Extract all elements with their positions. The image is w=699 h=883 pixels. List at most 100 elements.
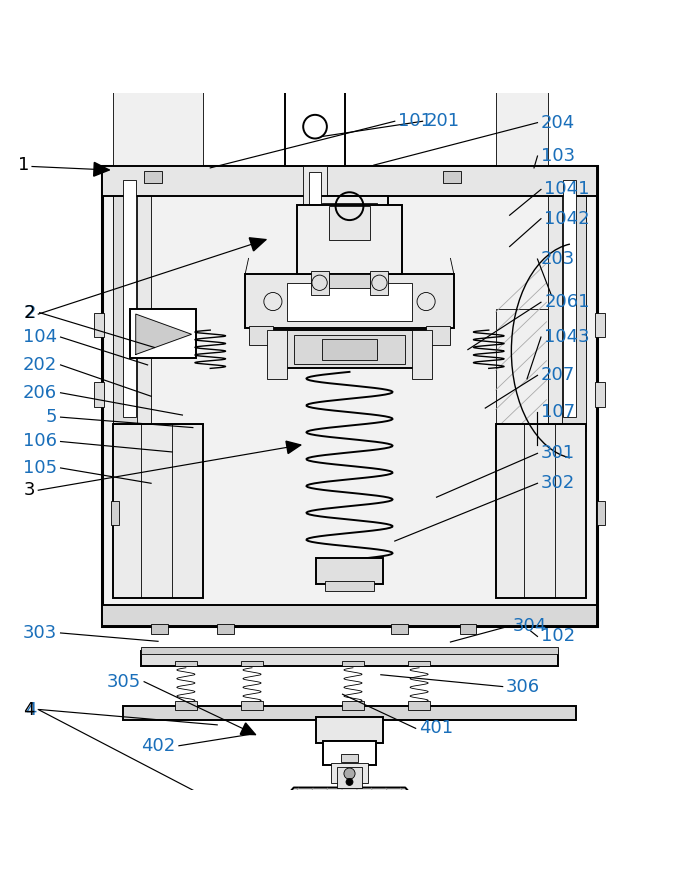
Text: 2061: 2061 <box>545 293 590 311</box>
Bar <box>175 660 197 667</box>
Bar <box>311 196 388 275</box>
Bar <box>113 424 203 598</box>
Bar <box>102 167 597 626</box>
Bar <box>94 382 103 407</box>
Text: 107: 107 <box>541 403 575 420</box>
Bar <box>548 167 586 431</box>
Bar <box>287 283 412 321</box>
Circle shape <box>346 779 353 786</box>
Bar <box>151 624 168 634</box>
Text: 302: 302 <box>541 474 575 493</box>
Bar <box>123 180 136 417</box>
Bar <box>94 313 103 337</box>
Bar <box>496 309 548 449</box>
Bar <box>337 766 362 788</box>
Bar <box>303 167 327 219</box>
Bar <box>140 651 559 667</box>
Bar <box>329 274 370 288</box>
Text: 204: 204 <box>541 114 575 132</box>
Bar <box>316 558 383 585</box>
Text: 207: 207 <box>541 366 575 384</box>
Bar <box>391 624 408 634</box>
Bar <box>241 701 263 710</box>
Bar <box>597 501 605 525</box>
Text: 1041: 1041 <box>545 180 590 199</box>
Circle shape <box>344 768 355 779</box>
Text: 2: 2 <box>23 304 35 321</box>
Bar <box>325 581 374 592</box>
Bar <box>113 76 203 167</box>
Text: 3: 3 <box>23 481 35 499</box>
Polygon shape <box>94 162 109 177</box>
Bar <box>113 167 151 431</box>
Text: 305: 305 <box>106 673 140 691</box>
Bar <box>596 382 605 407</box>
Text: 402: 402 <box>141 736 175 755</box>
Bar <box>331 763 368 782</box>
Bar <box>323 741 376 766</box>
Text: 106: 106 <box>23 433 57 450</box>
Text: 303: 303 <box>23 624 57 642</box>
Text: 4: 4 <box>24 700 36 719</box>
Bar <box>412 330 432 379</box>
Text: 206: 206 <box>23 384 57 402</box>
Text: 203: 203 <box>541 250 575 268</box>
Polygon shape <box>240 723 256 735</box>
Polygon shape <box>250 238 266 251</box>
Bar <box>102 167 597 196</box>
Bar <box>329 206 370 239</box>
Circle shape <box>303 115 327 139</box>
Bar <box>342 701 364 710</box>
Bar <box>342 660 364 667</box>
Bar <box>110 501 119 525</box>
Text: 105: 105 <box>23 459 57 477</box>
Text: 301: 301 <box>541 444 575 463</box>
Bar <box>322 203 377 268</box>
Text: 5: 5 <box>45 408 57 426</box>
Bar <box>408 660 431 667</box>
Bar <box>130 309 196 358</box>
Text: 306: 306 <box>506 677 540 696</box>
Text: 304: 304 <box>513 617 547 635</box>
Bar <box>269 330 430 368</box>
Bar <box>309 172 322 214</box>
Text: 1042: 1042 <box>545 209 590 228</box>
Bar <box>322 339 377 360</box>
Bar <box>596 313 605 337</box>
Bar <box>113 167 137 431</box>
Bar <box>175 701 197 710</box>
Bar <box>102 605 597 626</box>
Bar <box>341 754 358 762</box>
Polygon shape <box>286 442 301 454</box>
Bar <box>426 326 450 345</box>
Bar <box>123 706 576 720</box>
Text: 1043: 1043 <box>545 328 590 346</box>
Bar <box>245 275 454 328</box>
Bar <box>496 76 548 167</box>
Bar <box>496 424 586 598</box>
Bar <box>562 167 586 431</box>
Text: 102: 102 <box>541 628 575 645</box>
Bar <box>267 816 432 825</box>
Text: 101: 101 <box>398 112 432 130</box>
Text: 103: 103 <box>541 147 575 165</box>
Text: 2: 2 <box>24 304 36 321</box>
Bar <box>249 326 273 345</box>
Bar <box>297 205 402 275</box>
Bar <box>144 171 161 183</box>
Text: 1: 1 <box>18 156 29 174</box>
Bar <box>408 701 431 710</box>
Bar <box>285 90 345 167</box>
Text: 104: 104 <box>23 328 57 346</box>
Bar <box>140 647 559 653</box>
Bar <box>294 335 405 364</box>
Polygon shape <box>136 314 192 354</box>
Bar <box>267 330 287 379</box>
Bar <box>459 624 476 634</box>
Bar <box>563 180 576 417</box>
Bar <box>217 624 234 634</box>
Text: 201: 201 <box>426 112 460 130</box>
Text: 202: 202 <box>23 356 57 374</box>
Bar <box>329 740 370 756</box>
Bar <box>443 171 461 183</box>
